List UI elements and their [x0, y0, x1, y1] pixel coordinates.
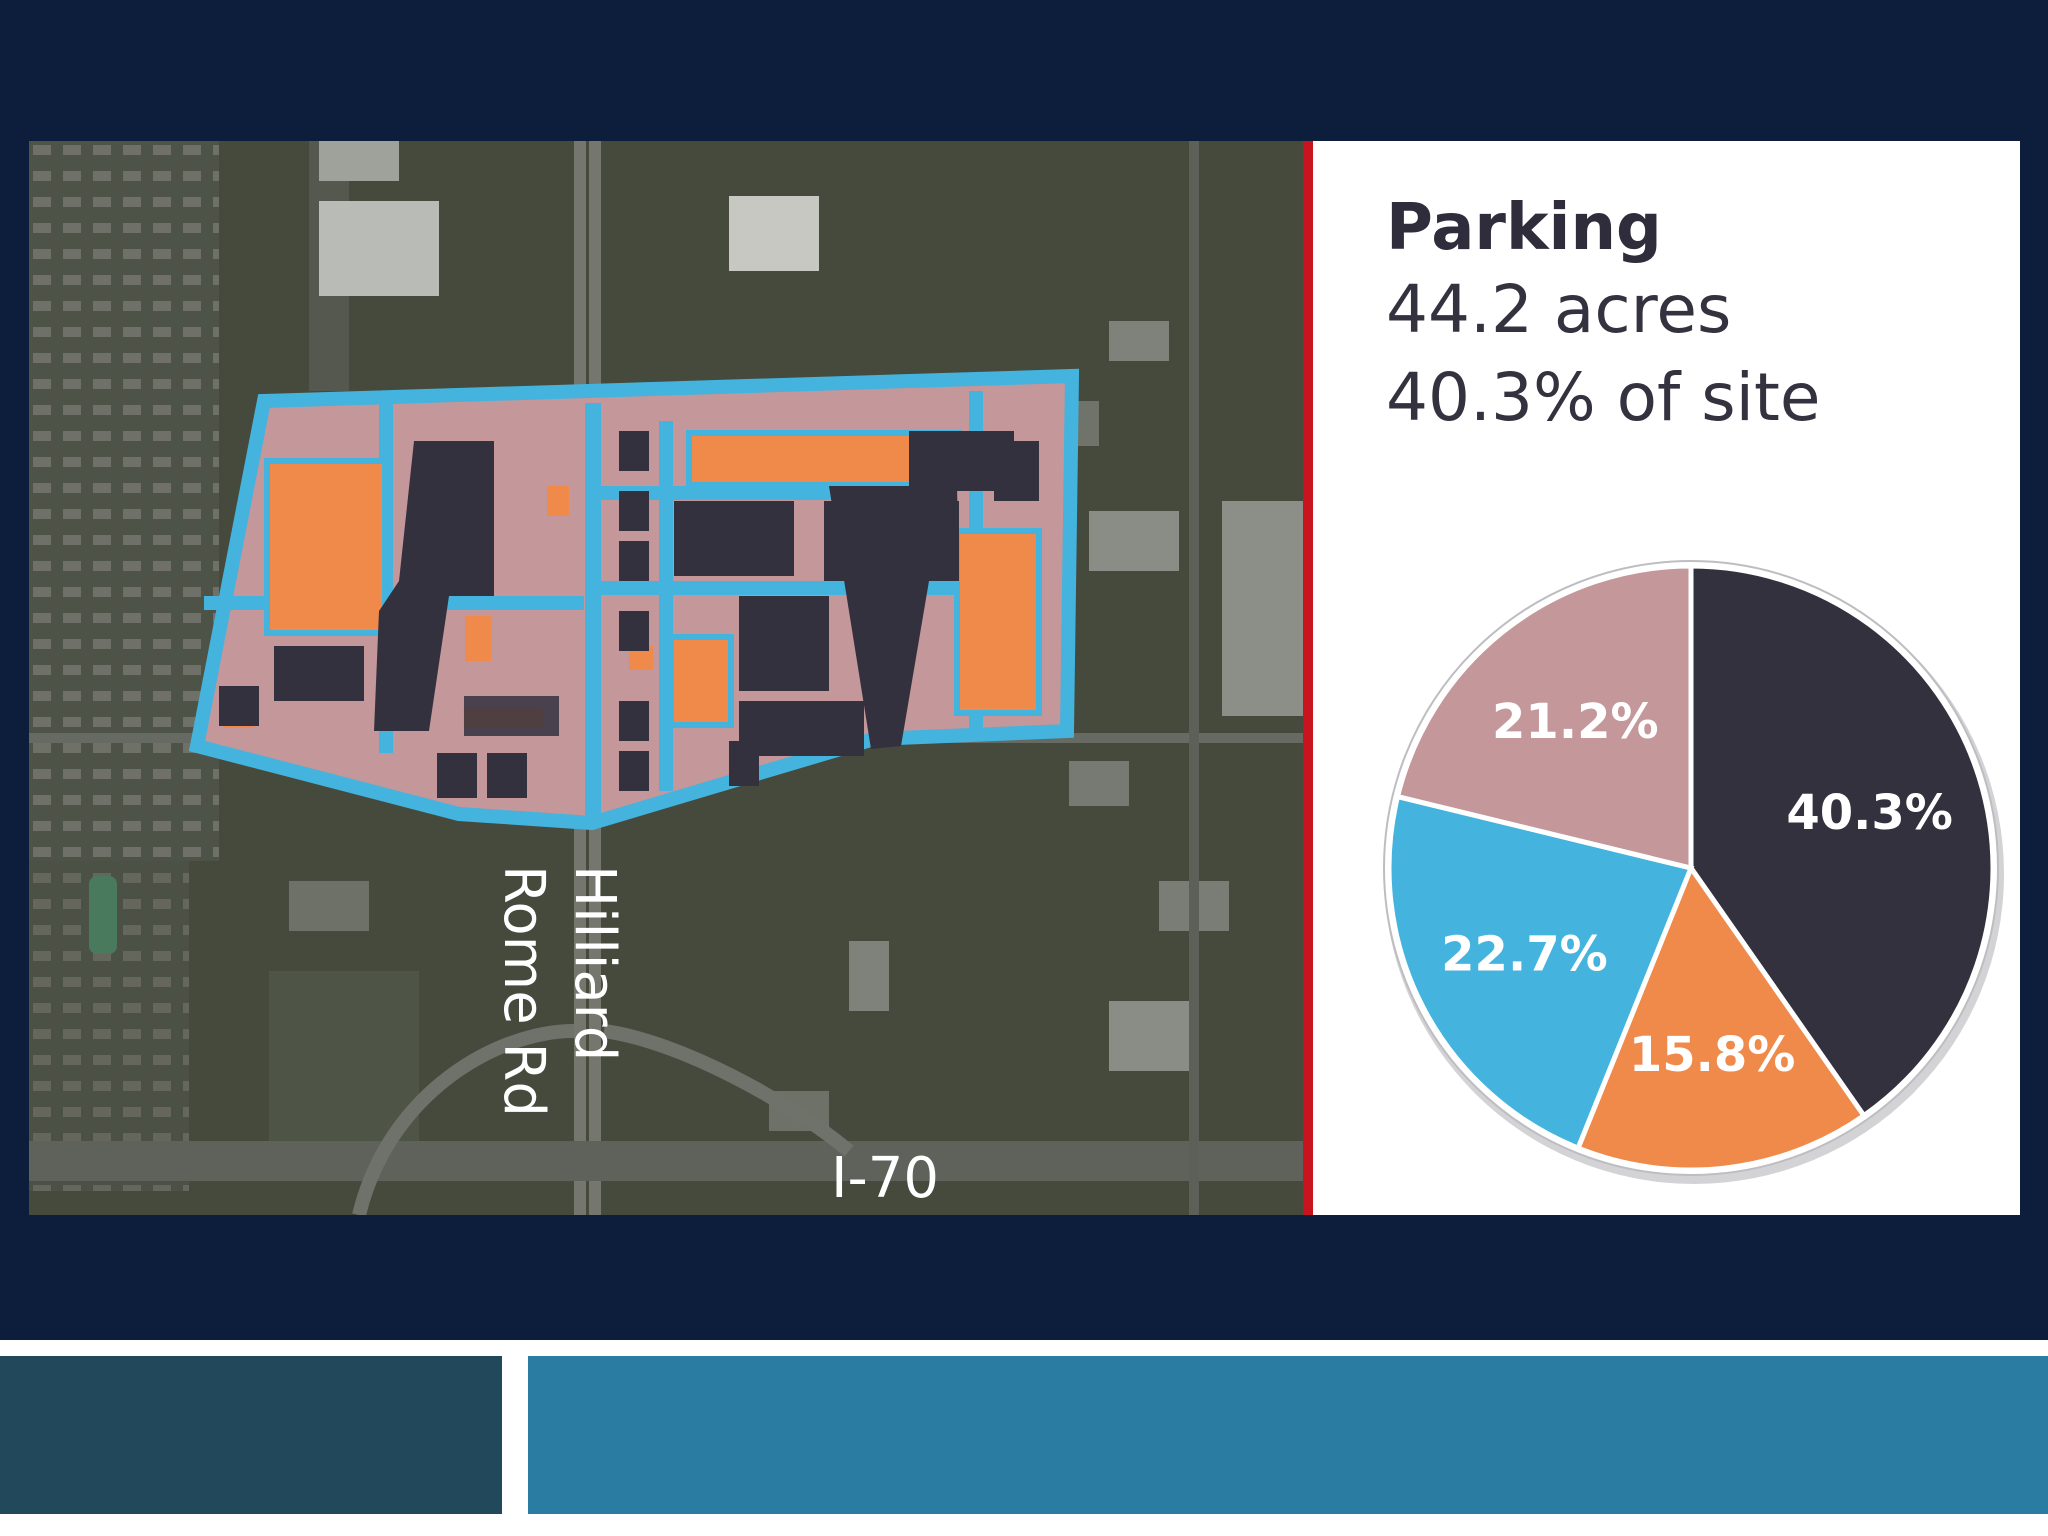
parking-site-share: 40.3% of site [1386, 359, 1821, 436]
footer-right-block [528, 1356, 2048, 1514]
aerial-site-map: Hilliard Rome Rd I-70 [29, 141, 1307, 1215]
i70-highway-label: I-70 [831, 1146, 939, 1211]
pie-slice-label-3: 21.2% [1492, 694, 1659, 750]
rome-rd-label: Rome Rd [491, 865, 556, 1117]
pie-slice-3 [1394, 563, 1694, 872]
parking-info-panel: Parking 44.2 acres 40.3% of site 40.3% 15… [1313, 141, 2020, 1215]
pie-slice-label-2: 22.7% [1441, 927, 1608, 983]
pie-slice-label-1: 15.8% [1629, 1027, 1796, 1083]
land-use-pie-chart: 40.3% 15.8% 22.7% 21.2% [1383, 560, 2004, 1184]
parking-title: Parking [1386, 191, 1662, 265]
site-map-drawing [29, 141, 1307, 1215]
pie-slice-1 [1574, 862, 1868, 1173]
hilliard-road-label: Hilliard [562, 865, 627, 1062]
panel-divider [1303, 141, 1313, 1215]
pie-slice-2 [1386, 793, 1695, 1152]
pie-slice-0 [1688, 563, 1996, 1120]
pie-slice-label-0: 40.3% [1786, 785, 1953, 841]
footer-left-block [0, 1356, 502, 1514]
parking-acres: 44.2 acres [1386, 271, 1732, 348]
